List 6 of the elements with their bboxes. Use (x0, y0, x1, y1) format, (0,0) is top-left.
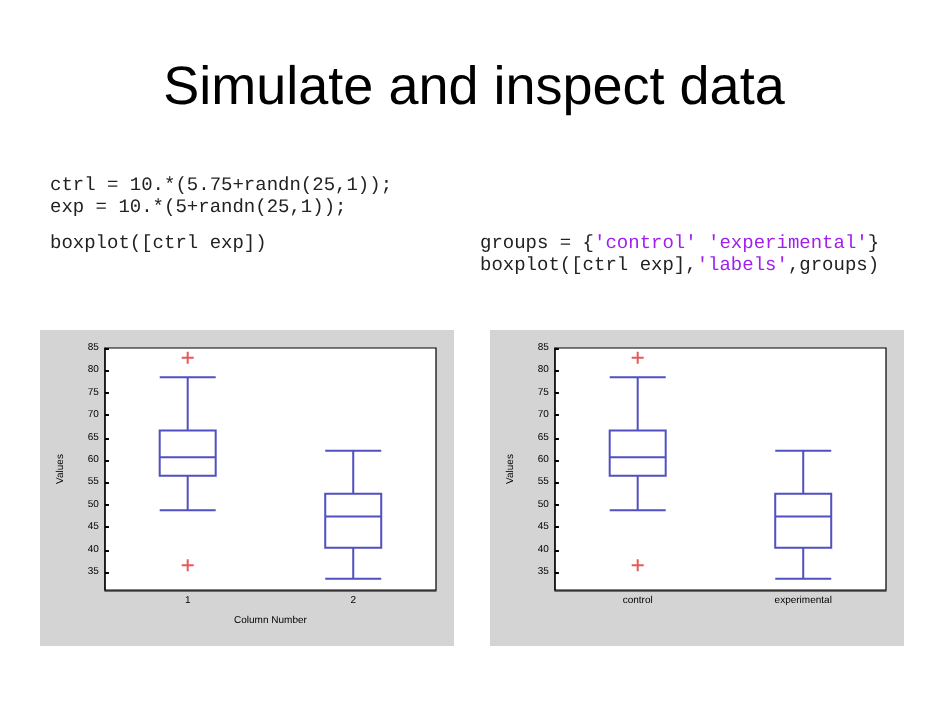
text: ctrl = 10.*(5.75+randn(25,1)); (50, 174, 393, 197)
text: groups = {'control' 'experimental'} (480, 232, 880, 255)
text: boxplot([ctrl exp]) (50, 232, 269, 255)
text: boxplot([ctrl exp],'labels',groups) (480, 253, 880, 276)
chart-title: Simulate and inspect data (161, 56, 787, 118)
text: exp = 10.*(5+randn(25,1)); (50, 195, 349, 218)
